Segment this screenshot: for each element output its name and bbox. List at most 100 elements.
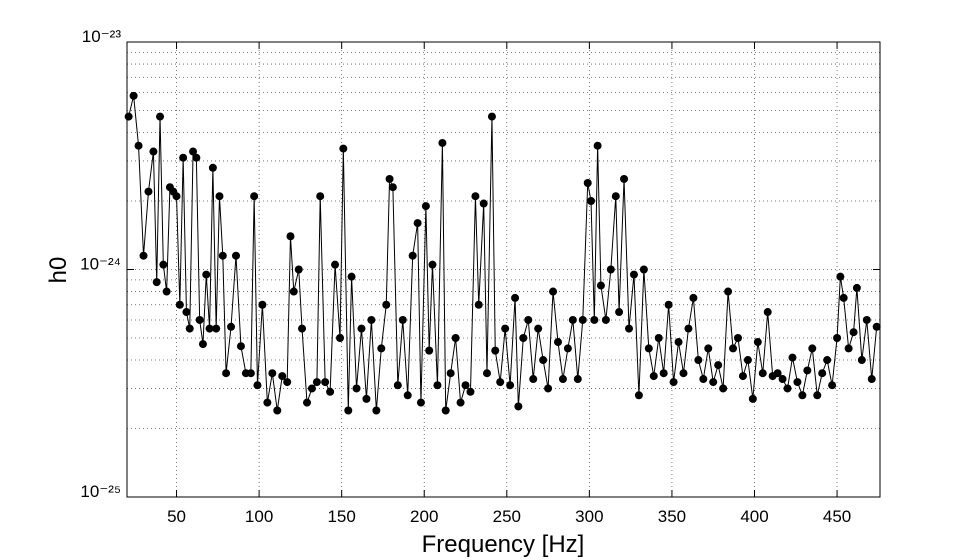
data-point — [872, 322, 881, 331]
data-point — [461, 381, 470, 390]
data-point — [152, 278, 161, 287]
data-point — [583, 179, 592, 188]
data-point — [773, 369, 782, 378]
data-point — [539, 356, 548, 365]
y-tick-label: 10⁻²⁵ — [80, 482, 121, 501]
data-point — [593, 141, 602, 150]
data-point — [501, 324, 510, 333]
data-point — [398, 315, 407, 324]
y-tick-label: 10⁻²³ — [82, 27, 122, 46]
data-point — [563, 344, 572, 353]
data-point — [689, 293, 698, 302]
data-point — [466, 387, 475, 396]
data-point — [601, 315, 610, 324]
data-point — [474, 300, 483, 309]
data-point — [748, 394, 757, 403]
data-point — [231, 251, 240, 260]
x-tick-label: 100 — [245, 507, 273, 526]
y-axis-label: h0 — [45, 257, 72, 284]
data-point — [403, 391, 412, 400]
data-point — [357, 324, 366, 333]
data-point — [425, 346, 434, 355]
data-point — [719, 384, 728, 393]
x-axis-label: Frequency [Hz] — [422, 531, 585, 558]
data-point — [185, 324, 194, 333]
data-point — [421, 202, 430, 211]
data-point — [347, 272, 356, 281]
data-point — [428, 260, 437, 269]
data-point — [289, 287, 298, 296]
data-point — [823, 356, 832, 365]
x-tick-label: 150 — [327, 507, 355, 526]
data-point — [793, 378, 802, 387]
plot-frame — [126, 41, 881, 498]
data-point — [783, 384, 792, 393]
data-point — [388, 183, 397, 192]
data-point — [482, 369, 491, 378]
data-point — [253, 381, 262, 390]
data-point — [590, 315, 599, 324]
data-point — [803, 366, 812, 375]
data-point — [208, 163, 217, 172]
data-point — [704, 344, 713, 353]
data-point — [664, 300, 673, 309]
data-point — [298, 324, 307, 333]
data-point — [189, 147, 198, 156]
data-point — [724, 287, 733, 296]
data-point — [273, 406, 282, 415]
data-point — [362, 394, 371, 403]
data-point — [456, 398, 465, 407]
data-point — [836, 272, 845, 281]
data-point — [684, 324, 693, 333]
data-point — [433, 381, 442, 390]
data-point — [331, 260, 340, 269]
data-point — [175, 300, 184, 309]
data-point — [149, 147, 158, 156]
data-point — [479, 199, 488, 208]
data-point — [172, 192, 181, 201]
data-point — [198, 340, 207, 349]
data-point — [808, 344, 817, 353]
data-point — [156, 112, 165, 121]
data-point — [519, 333, 528, 342]
data-point — [336, 333, 345, 342]
data-point — [639, 265, 648, 274]
data-point — [669, 378, 678, 387]
data-point — [218, 251, 227, 260]
data-point — [134, 141, 143, 150]
data-point — [654, 333, 663, 342]
x-tick-label: 250 — [493, 507, 521, 526]
data-point — [236, 342, 245, 351]
data-point — [286, 232, 295, 241]
data-point — [674, 338, 683, 347]
data-point — [377, 344, 386, 353]
data-point — [393, 381, 402, 390]
x-tick-label: 450 — [823, 507, 851, 526]
data-point — [352, 384, 361, 393]
data-point — [714, 361, 723, 370]
data-point — [529, 375, 538, 384]
data-point — [339, 144, 348, 153]
data-point — [246, 369, 255, 378]
data-point — [699, 375, 708, 384]
data-point — [659, 369, 668, 378]
data-point — [852, 283, 861, 292]
data-point — [558, 375, 567, 384]
x-tick-label: 350 — [658, 507, 686, 526]
data-point — [587, 197, 596, 206]
data-point — [857, 356, 866, 365]
data-point — [491, 346, 500, 355]
x-tick-label: 400 — [740, 507, 768, 526]
data-point — [839, 293, 848, 302]
data-point — [451, 333, 460, 342]
x-tick-label: 200 — [410, 507, 438, 526]
y-tick-label: 10⁻²⁴ — [80, 255, 121, 274]
data-point — [549, 287, 558, 296]
data-point — [568, 315, 577, 324]
data-point — [312, 378, 321, 387]
data-point — [471, 192, 480, 201]
data-point — [215, 192, 224, 201]
data-point — [753, 338, 762, 347]
data-point — [222, 369, 231, 378]
